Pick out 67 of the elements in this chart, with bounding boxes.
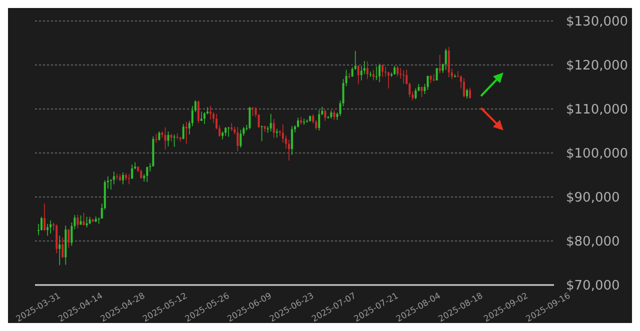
candlestick <box>333 110 336 120</box>
y-tick-label: $80,000 <box>566 234 620 250</box>
candlestick <box>378 63 380 83</box>
candlestick <box>58 235 61 266</box>
candlestick <box>388 71 390 89</box>
candlestick <box>448 46 450 78</box>
candlestick <box>366 61 368 80</box>
candlestick <box>270 113 272 132</box>
candlestick <box>167 131 170 147</box>
candlestick <box>210 106 212 120</box>
candlestick <box>402 70 405 84</box>
candlestick <box>82 212 85 226</box>
candlestick <box>466 88 468 99</box>
candlestick <box>146 166 148 182</box>
candlestick <box>46 223 49 236</box>
candlestick <box>381 64 384 78</box>
candlestick <box>173 134 176 148</box>
y-tick-label: $70,000 <box>566 278 620 294</box>
candlestick <box>185 121 188 144</box>
candlestick <box>444 48 447 70</box>
candlestick <box>469 87 472 99</box>
candlestick <box>68 228 70 248</box>
candlestick <box>372 69 374 81</box>
candlestick <box>50 220 52 234</box>
candlestick <box>276 128 278 138</box>
candlestick <box>426 75 429 90</box>
candlestick <box>357 65 360 84</box>
y-tick-label: $120,000 <box>566 58 628 74</box>
candlestick <box>260 125 263 142</box>
candlestick <box>44 203 46 232</box>
candlestick <box>288 139 290 161</box>
candlestick <box>454 74 456 78</box>
candlestick <box>56 224 58 254</box>
candlestick <box>240 129 242 148</box>
candlestick <box>76 214 79 229</box>
candlestick <box>424 84 426 94</box>
candlestick <box>258 114 260 128</box>
candlestick <box>236 126 239 152</box>
y-tick-label: $110,000 <box>566 102 628 118</box>
candlestick <box>436 68 438 81</box>
candlestick <box>324 109 326 122</box>
y-tick-label: $130,000 <box>566 14 628 30</box>
candlestick <box>254 106 257 118</box>
candlestick <box>122 172 124 185</box>
candlestick <box>462 78 465 98</box>
candlestick <box>272 118 275 138</box>
candlestick <box>369 71 372 78</box>
candlestick <box>200 111 202 122</box>
y-tick-label: $90,000 <box>566 190 620 206</box>
candlestick <box>128 174 130 185</box>
candlestick <box>420 86 423 98</box>
candlestick <box>140 168 142 179</box>
candlestick <box>360 65 362 81</box>
candlestick <box>158 131 160 142</box>
candlestick <box>318 109 320 131</box>
candlestick <box>62 237 64 258</box>
candlestick <box>290 126 293 156</box>
candlestick <box>131 164 134 180</box>
candlestick <box>228 126 230 138</box>
candlestick <box>197 100 200 124</box>
candlestick <box>438 54 441 74</box>
candlestick <box>414 88 417 100</box>
candlestick <box>396 65 399 77</box>
candlestick <box>248 106 251 130</box>
candlestick <box>164 127 166 150</box>
candlestick <box>182 124 184 140</box>
y-tick-label: $100,000 <box>566 146 628 162</box>
